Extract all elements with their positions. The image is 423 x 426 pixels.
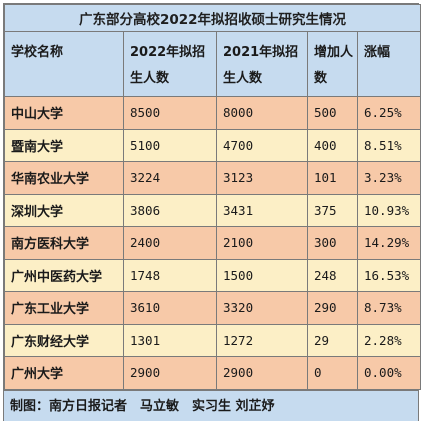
cell-2021: 2900 — [216, 356, 308, 390]
column-header-increase: 增加人数 — [307, 31, 358, 97]
cell-2022: 5100 — [123, 128, 217, 162]
cell-growth: 10.93% — [356, 193, 422, 227]
cell-2022: 1301 — [123, 323, 217, 357]
cell-growth: 3.23% — [356, 161, 422, 195]
cell-increase: 0 — [307, 356, 358, 390]
cell-2022: 1748 — [123, 258, 217, 292]
cell-2021: 1500 — [216, 258, 308, 292]
cell-increase: 375 — [307, 193, 358, 227]
cell-2021: 3123 — [216, 161, 308, 195]
cell-2021: 8000 — [216, 96, 308, 130]
cell-2022: 3224 — [123, 161, 217, 195]
cell-2022: 8500 — [123, 96, 217, 130]
cell-school: 南方医科大学 — [4, 226, 124, 260]
cell-growth: 8.73% — [356, 291, 422, 325]
cell-school: 深圳大学 — [4, 193, 124, 227]
enrollment-table-card: 广东部分高校2022年拟招收硕士研究生情况 学校名称 2022年拟招生人数 20… — [3, 3, 422, 421]
cell-growth: 8.51% — [356, 128, 422, 162]
cell-2022: 2900 — [123, 356, 217, 390]
cell-increase: 248 — [307, 258, 358, 292]
cell-growth: 2.28% — [356, 323, 422, 357]
table-row: 南方医科大学 2400 2100 300 14.29% — [4, 226, 422, 260]
table-row: 广州大学 2900 2900 0 0.00% — [4, 356, 422, 390]
cell-increase: 500 — [307, 96, 358, 130]
cell-2021: 3320 — [216, 291, 308, 325]
cell-2021: 4700 — [216, 128, 308, 162]
table-row: 广东财经大学 1301 1272 29 2.28% — [4, 323, 422, 357]
cell-school: 广东工业大学 — [4, 291, 124, 325]
column-header-2021: 2021年拟招生人数 — [216, 31, 308, 97]
table-row: 广州中医药大学 1748 1500 248 16.53% — [4, 258, 422, 292]
table-row: 广东工业大学 3610 3320 290 8.73% — [4, 291, 422, 325]
cell-growth: 0.00% — [356, 356, 422, 390]
cell-increase: 400 — [307, 128, 358, 162]
cell-2021: 1272 — [216, 323, 308, 357]
cell-2022: 3806 — [123, 193, 217, 227]
cell-2022: 3610 — [123, 291, 217, 325]
cell-increase: 300 — [307, 226, 358, 260]
table-row: 暨南大学 5100 4700 400 8.51% — [4, 128, 422, 162]
table-title: 广东部分高校2022年拟招收硕士研究生情况 — [3, 4, 422, 32]
cell-school: 广州大学 — [4, 356, 124, 390]
cell-increase: 29 — [307, 323, 358, 357]
cell-school: 暨南大学 — [4, 128, 124, 162]
enrollment-table: 广东部分高校2022年拟招收硕士研究生情况 学校名称 2022年拟招生人数 20… — [3, 4, 422, 390]
cell-increase: 290 — [307, 291, 358, 325]
table-header-row: 学校名称 2022年拟招生人数 2021年拟招生人数 增加人数 涨幅 — [4, 31, 422, 97]
cell-increase: 101 — [307, 161, 358, 195]
column-header-school: 学校名称 — [4, 31, 124, 97]
column-header-growth: 涨幅 — [356, 31, 422, 97]
cell-school: 中山大学 — [4, 96, 124, 130]
cell-growth: 6.25% — [356, 96, 422, 130]
cell-school: 广东财经大学 — [4, 323, 124, 357]
cell-2021: 3431 — [216, 193, 308, 227]
table-row: 深圳大学 3806 3431 375 10.93% — [4, 193, 422, 227]
table-row: 中山大学 8500 8000 500 6.25% — [4, 96, 422, 130]
table-row: 华南农业大学 3224 3123 101 3.23% — [4, 161, 422, 195]
credits-footer: 制图：南方日报记者 马立敏 实习生 刘芷妤 — [4, 389, 418, 421]
cell-2021: 2100 — [216, 226, 308, 260]
cell-growth: 16.53% — [356, 258, 422, 292]
cell-growth: 14.29% — [356, 226, 422, 260]
column-header-2022: 2022年拟招生人数 — [123, 31, 217, 97]
cell-2022: 2400 — [123, 226, 217, 260]
cell-school: 广州中医药大学 — [4, 258, 124, 292]
cell-school: 华南农业大学 — [4, 161, 124, 195]
